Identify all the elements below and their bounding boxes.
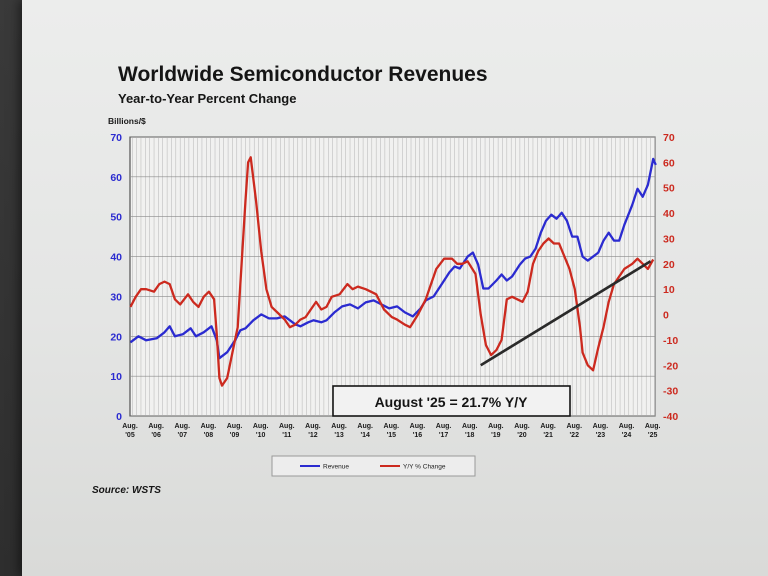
x-tick-year: '24 — [622, 432, 632, 439]
x-tick-year: '14 — [360, 432, 370, 439]
y-tick-left: 40 — [110, 252, 122, 264]
y-tick-left: 60 — [110, 172, 122, 184]
x-tick-year: '07 — [178, 432, 188, 439]
x-tick-year: '22 — [570, 432, 580, 439]
x-tick-month: Aug. — [488, 423, 504, 430]
trend-line — [480, 260, 652, 367]
y-tick-right: -20 — [663, 360, 678, 372]
legend-box — [271, 455, 476, 477]
x-tick-month: Aug. — [357, 423, 373, 430]
y-tick-right: 30 — [663, 233, 675, 245]
x-tick-year: '15 — [387, 432, 397, 439]
y-tick-left: 70 — [110, 132, 122, 144]
source-note: Source: WSTS — [92, 485, 161, 496]
x-tick-month: Aug. — [201, 423, 217, 430]
x-tick-month: Aug. — [514, 423, 530, 430]
y-tick-right: 60 — [663, 157, 675, 169]
chart-title: Worldwide Semiconductor Revenues — [118, 63, 488, 86]
x-tick-year: '05 — [125, 432, 135, 439]
x-tick-month: Aug. — [384, 423, 400, 430]
y-tick-right: 10 — [663, 284, 675, 296]
x-tick-year: '11 — [282, 432, 291, 439]
x-tick-month: Aug. — [174, 423, 190, 430]
y-tick-right: -40 — [663, 411, 678, 423]
y-tick-right: 70 — [663, 132, 675, 144]
x-tick-year: '21 — [543, 432, 553, 439]
legend-label-revenue: Revenue — [323, 464, 349, 471]
y-tick-right: 20 — [663, 259, 675, 271]
y-tick-right: 40 — [663, 208, 675, 220]
series-line-yy-change — [129, 156, 655, 387]
x-tick-year: '17 — [439, 432, 449, 439]
legend-label-yy-change: Y/Y % Change — [403, 464, 446, 471]
x-tick-month: Aug. — [410, 423, 426, 430]
x-tick-year: '08 — [204, 432, 214, 439]
chart-subtitle: Year-to-Year Percent Change — [118, 91, 296, 106]
x-tick-month: Aug. — [122, 423, 138, 430]
x-tick-month: Aug. — [227, 423, 243, 430]
x-tick-year: '12 — [308, 432, 318, 439]
plot-area — [130, 137, 655, 416]
y-tick-right: 50 — [663, 183, 675, 195]
x-tick-year: '16 — [413, 432, 423, 439]
x-tick-year: '25 — [648, 432, 658, 439]
annotation-text: August '25 = 21.7% Y/Y — [375, 394, 529, 410]
x-tick-month: Aug. — [253, 423, 269, 430]
x-tick-year: '09 — [230, 432, 240, 439]
x-tick-month: Aug. — [462, 423, 478, 430]
x-tick-year: '06 — [151, 432, 161, 439]
y-tick-left: 20 — [110, 331, 122, 343]
y-tick-right: -30 — [663, 386, 678, 398]
x-tick-year: '19 — [491, 432, 501, 439]
y-tick-left: 10 — [110, 371, 122, 383]
x-tick-year: '23 — [596, 432, 606, 439]
x-tick-year: '18 — [465, 432, 475, 439]
x-tick-month: Aug. — [436, 423, 452, 430]
x-tick-month: Aug. — [540, 423, 556, 430]
x-tick-month: Aug. — [331, 423, 347, 430]
y-axis-left-label: Billions/$ — [108, 116, 146, 126]
x-tick-year: '10 — [256, 432, 266, 439]
y-tick-left: 0 — [116, 411, 122, 423]
y-tick-right: -10 — [663, 335, 678, 347]
x-tick-month: Aug. — [593, 423, 609, 430]
y-tick-right: 0 — [663, 310, 669, 322]
x-tick-month: Aug. — [566, 423, 582, 430]
x-tick-month: Aug. — [619, 423, 635, 430]
y-tick-left: 50 — [110, 212, 122, 224]
x-tick-month: Aug. — [279, 423, 295, 430]
x-tick-year: '20 — [517, 432, 527, 439]
annotation-box — [332, 385, 571, 417]
x-tick-month: Aug. — [305, 423, 321, 430]
x-tick-month: Aug. — [148, 423, 164, 430]
y-tick-left: 30 — [110, 291, 122, 303]
x-tick-month: Aug. — [645, 423, 661, 430]
x-tick-year: '13 — [334, 432, 344, 439]
